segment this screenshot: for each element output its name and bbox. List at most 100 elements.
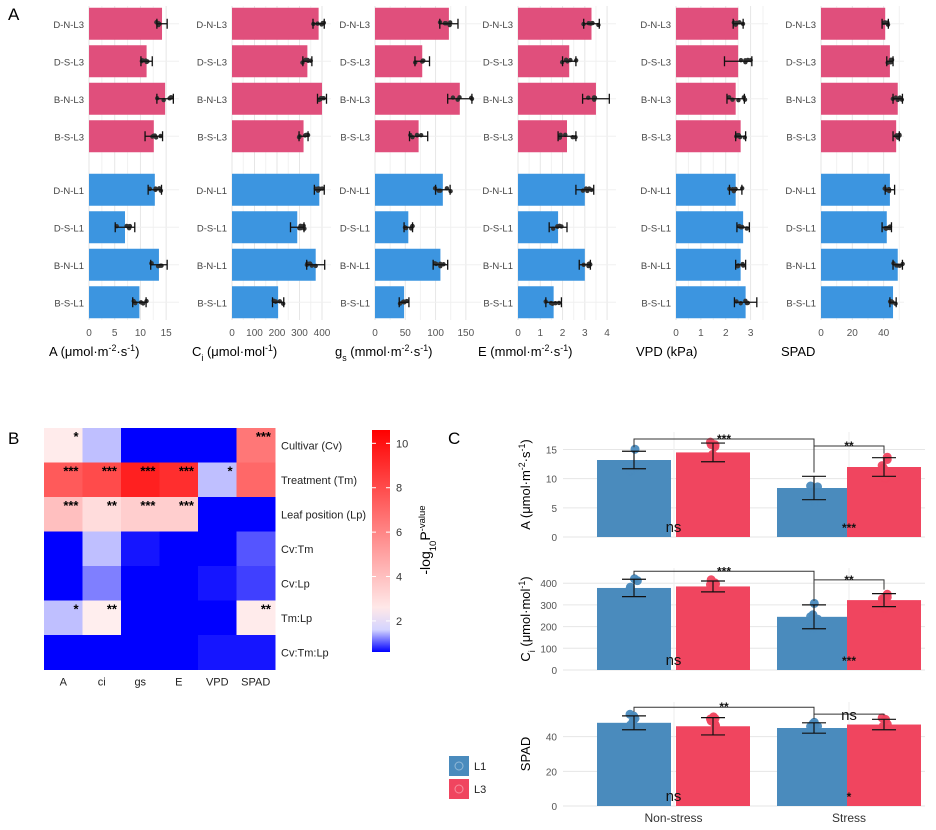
y-tick-label: 40 [546,733,558,744]
heatmap-cell [198,531,237,567]
significance-stars: ** [107,498,118,513]
y-category-label: B-S-L3 [483,132,513,143]
x-tick-label: 0 [673,328,679,339]
facet-a: 0 5 10 15 D-N-L3 D-S-L3 B-N-L3 B-S-L3 D-N-L1 D-S-… [49,6,179,359]
heatmap-row-label: Cv:Tm:Lp [281,647,329,659]
x-axis-label: E (mmol·m-2·s-1) [478,343,572,359]
significance-stars: ** [107,602,118,617]
data-point [309,263,315,268]
y-category-label: D-S-L3 [786,57,816,68]
bar [232,7,319,40]
x-tick-label: 2 [723,328,729,339]
heatmap-cell [236,497,276,532]
heatmap-cell [236,600,276,636]
y-tick-label: 0 [551,666,557,677]
bar [518,7,592,40]
heatmap-cell [198,462,237,498]
data-point [881,592,891,602]
bar [821,120,897,153]
y-tick-label: 300 [540,601,557,612]
heatmap-cell [198,600,237,636]
significance-stars: *** [179,498,195,513]
y-category-label: D-N-L1 [196,186,227,197]
data-point [710,714,720,724]
y-category-label: B-S-L1 [340,298,370,309]
heatmap-cell [198,428,237,463]
y-category-label: B-S-L1 [54,298,84,309]
data-point [877,466,887,476]
heatmap-cell [121,428,160,463]
bar [375,248,441,281]
bar [89,286,140,319]
y-axis-label: SPAD [518,737,533,771]
bar [676,586,750,670]
within-group-label: ns [666,519,682,536]
comparison-bracket [813,713,885,719]
bar [821,82,898,115]
bar [821,211,887,244]
heatmap-cell [82,635,122,670]
bracket-label: ** [719,700,729,714]
significance-stars: *** [63,464,79,479]
heatmap-cell [159,497,199,532]
heatmap-cell [44,462,83,498]
heatmap-column-label: gs [134,677,146,689]
significance-stars: * [73,429,79,444]
heatmap-cell [82,566,122,601]
bar [518,248,585,281]
colorbar-tick-label: 10 [396,438,408,450]
comparison-bracket [813,579,885,601]
heatmap-cell [236,531,276,567]
y-category-label: D-S-L1 [641,223,671,234]
significance-stars: *** [63,498,79,513]
x-tick-label: 1 [537,328,543,339]
bar [821,248,898,281]
within-group-label: ns [666,652,682,669]
colorbar [372,430,390,652]
y-category-label: D-S-L3 [641,57,671,68]
heatmap-cell [159,428,199,463]
y-category-label: B-S-L3 [54,132,84,143]
heatmap-row-label: Leaf position (Lp) [281,509,366,521]
x-tick-label: 20 [847,328,859,339]
colorbar-tick-label: 2 [396,616,402,628]
y-category-label: B-N-L1 [54,261,84,272]
y-category-label: D-N-L3 [785,20,816,31]
y-category-label: D-N-L1 [785,186,816,197]
x-axis-label: Ci (μmol·mol-1) [192,343,277,363]
data-point [813,482,823,492]
facet-e: 0 1 2 3 4 D-N-L3 D-S-L3 B-N-L3 B-S-L3 D-N-L1 D-S-L… [478,6,616,359]
heatmap-row-label: Cv:Lp [281,578,310,590]
heatmap-cell [44,531,83,567]
data-point [580,188,586,193]
x-tick-label: 400 [314,328,331,339]
y-category-label: B-S-L1 [786,298,816,309]
bar [89,248,159,281]
data-point [710,585,720,595]
heatmap-column-label: ci [98,677,106,689]
heatmap-cell [198,497,237,532]
y-category-label: D-S-L1 [197,223,227,234]
heatmap-cell [159,600,199,636]
y-tick-label: 20 [546,767,558,778]
heatmap-cell [82,428,122,463]
significance-stars: *** [140,498,156,513]
heatmap-cell [44,428,83,463]
x-tick-label: 10 [135,328,147,339]
bar [676,120,741,153]
bar [232,248,316,281]
bar [89,82,166,115]
bar [777,728,851,806]
heatmap-cell [159,531,199,567]
x-tick-label: 150 [458,328,475,339]
y-tick-label: 0 [551,802,557,813]
y-tick-label: 200 [540,623,557,634]
heatmap-cell [236,462,276,498]
y-category-label: D-N-L3 [53,20,84,31]
bar [821,7,886,40]
y-category-label: D-S-L3 [483,57,513,68]
y-category-label: B-N-L3 [641,95,671,106]
x-axis-label: A (μmol·m-2·s-1) [49,343,139,359]
